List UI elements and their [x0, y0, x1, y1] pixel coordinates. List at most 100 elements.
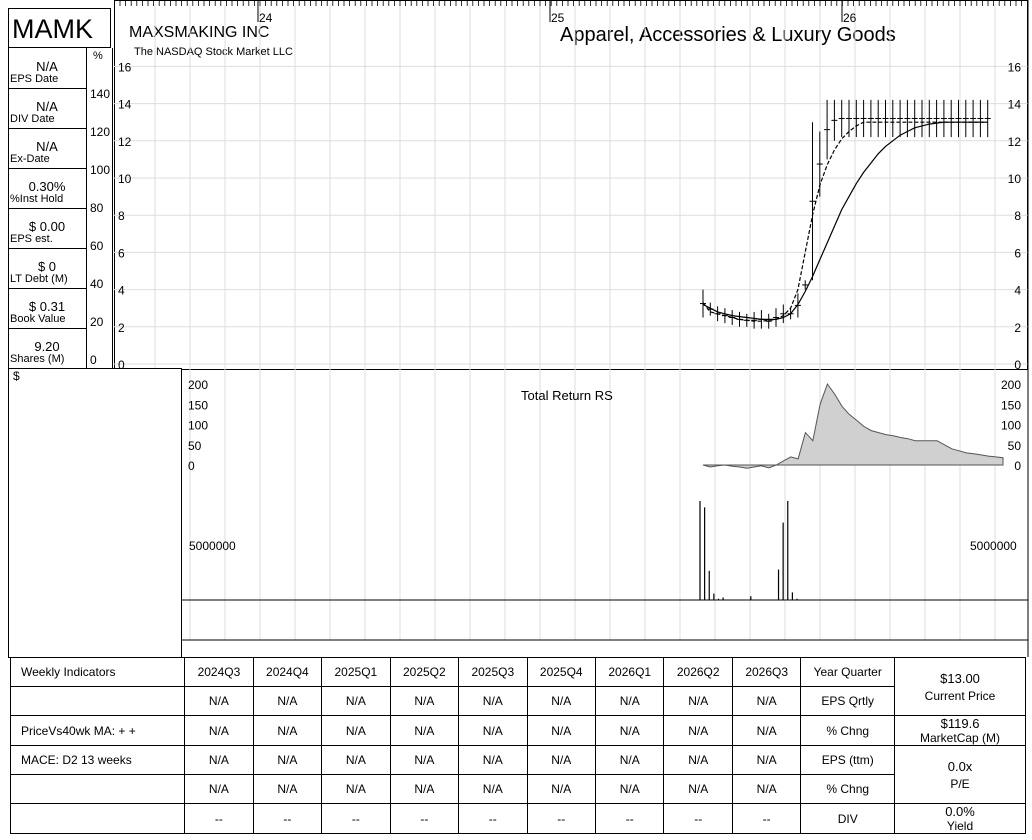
pct-tick-label: 0 — [90, 353, 97, 367]
quarter-header: 2024Q3 — [184, 657, 254, 687]
quarter-header: 2026Q2 — [663, 657, 733, 687]
pct-label: % — [93, 50, 103, 62]
row-label: % Chng — [800, 715, 896, 746]
mini-chart-ylabel: $ — [13, 369, 20, 383]
pct-tick-label: 140 — [90, 87, 111, 101]
row-label: EPS (ttm) — [800, 745, 896, 775]
sidebar-stat: $ 0.00 EPS est. — [8, 208, 86, 249]
sidebar-stat-label: EPS Date — [10, 73, 59, 85]
table-cell: N/A — [731, 745, 802, 775]
price-tick-label-right: 12 — [1008, 135, 1022, 149]
sidebar-stat-value: $ 0.31 — [28, 299, 66, 314]
table-cell: N/A — [526, 774, 597, 804]
table-cell: -- — [389, 803, 460, 834]
weekly-indicators-title: Weekly Indicators — [9, 657, 186, 687]
current-price-value: $13.00 — [940, 670, 980, 686]
table-cell: N/A — [321, 774, 391, 804]
table-cell: N/A — [321, 745, 391, 775]
sidebar-stat-value: $ 0.00 — [28, 219, 66, 234]
table-cell: N/A — [252, 686, 323, 716]
current-price-label: Current Price — [924, 688, 996, 703]
table-cell: -- — [184, 803, 254, 834]
table-cell: N/A — [389, 686, 460, 716]
table-cell: N/A — [389, 715, 460, 746]
yield-label: Yield — [946, 819, 974, 833]
pe-value: 0.0x — [947, 758, 973, 774]
table-cell: N/A — [731, 715, 802, 746]
table-cell: N/A — [526, 715, 597, 746]
table-cell: N/A — [731, 774, 802, 804]
row-indicator — [9, 774, 186, 804]
rs-tick-label-right: 50 — [1008, 439, 1022, 453]
fundamentals-table: Weekly Indicators 2024Q3 2024Q4 2025Q1 2025Q… — [9, 657, 1026, 834]
row-indicator — [9, 686, 186, 716]
price-tick-label-left: 2 — [118, 321, 125, 335]
price-tick-label-right: 14 — [1008, 98, 1022, 112]
table-cell: N/A — [663, 715, 733, 746]
table-cell: N/A — [321, 715, 391, 746]
pct-tick-label: 20 — [90, 315, 104, 329]
pct-tick-label: 60 — [90, 239, 104, 253]
price-tick-label-right: 8 — [1014, 209, 1021, 223]
moving-average-dashed — [702, 121, 988, 322]
quarter-header: 2025Q2 — [389, 657, 460, 687]
table-row: N/A N/A N/A N/A N/A N/A N/A N/A N/A EPS Qrtly — [9, 686, 1026, 716]
pct-tick-label: 80 — [90, 201, 104, 215]
price-tick-label-left: 16 — [118, 60, 132, 74]
price-tick-label-left: 0 — [118, 358, 125, 372]
sidebar-stat-label: LT Debt (M) — [10, 273, 68, 285]
table-cell: N/A — [184, 774, 254, 804]
row-indicator: MACE: D2 13 weeks — [9, 745, 186, 775]
table-cell: -- — [458, 803, 528, 834]
price-tick-label-right: 2 — [1014, 321, 1021, 335]
sidebar-stat-value: N/A — [36, 59, 58, 74]
sidebar-stat-value: $ 0 — [37, 259, 57, 274]
table-cell: -- — [526, 803, 597, 834]
rs-tick-label-right: 0 — [1014, 459, 1021, 473]
table-cell: -- — [663, 803, 733, 834]
table-cell: N/A — [594, 745, 665, 775]
rs-tick-label-right: 200 — [1001, 378, 1021, 392]
table-row: PriceVs40wk MA: + + N/A N/A N/A N/A N/A N/A N/A… — [9, 715, 1026, 746]
table-cell: N/A — [321, 686, 391, 716]
pe-label: P/E — [950, 776, 970, 791]
table-cell: N/A — [663, 686, 733, 716]
year-tick-label: 24 — [259, 11, 273, 25]
table-cell: N/A — [731, 686, 802, 716]
price-tick-label-right: 10 — [1008, 172, 1022, 186]
industry-title: Apparel, Accessories & Luxury Goods — [560, 24, 896, 46]
price-tick-label-left: 6 — [118, 246, 125, 260]
table-cell: N/A — [252, 774, 323, 804]
market-cap-label: MarketCap (M) — [920, 731, 1001, 745]
rs-tick-label-left: 50 — [188, 439, 202, 453]
year-quarter-header: Year Quarter — [800, 657, 896, 687]
ticker-symbol: MAMK — [12, 14, 93, 44]
price-tick-label-left: 12 — [118, 135, 132, 149]
year-tick-label: 25 — [551, 11, 565, 25]
table-cell: -- — [252, 803, 323, 834]
ticker-box — [8, 8, 111, 48]
row-label: EPS Qrtly — [800, 686, 896, 716]
sidebar-stat-label: DIV Date — [10, 113, 55, 125]
price-tick-label-right: 0 — [1014, 358, 1021, 372]
table-cell: N/A — [594, 715, 665, 746]
rs-tick-label-left: 150 — [188, 398, 208, 412]
table-header-row: Weekly Indicators 2024Q3 2024Q4 2025Q1 2025Q… — [9, 657, 1026, 716]
price-tick-label-right: 6 — [1014, 246, 1021, 260]
sidebar-stat: N/A DIV Date — [8, 88, 86, 129]
rs-tick-label-left: 100 — [188, 419, 208, 433]
sidebar-stat: $ 0.31 Book Value — [8, 288, 86, 329]
pe-cell: 0.0x P/E — [894, 745, 1026, 804]
quarter-header: 2025Q3 — [458, 657, 528, 687]
sidebar-stat-label: Shares (M) — [10, 353, 65, 365]
table-cell: N/A — [389, 774, 460, 804]
table-row: MACE: D2 13 weeks N/A N/A N/A N/A N/A N/A N/A N/… — [9, 745, 1026, 804]
current-price-cell: $13.00 Current Price — [894, 657, 1026, 716]
company-name: MAXSMAKING INC — [129, 24, 270, 41]
market-cap-value: $119.6 — [940, 716, 980, 731]
pct-tick-label: 100 — [90, 163, 111, 177]
table-cell: N/A — [526, 745, 597, 775]
table-row: -- -- -- -- -- -- -- -- -- DIV 0.0% Yield — [9, 803, 1026, 834]
price-tick-label-left: 14 — [118, 98, 132, 112]
yield-value: 0.0% — [945, 804, 975, 819]
